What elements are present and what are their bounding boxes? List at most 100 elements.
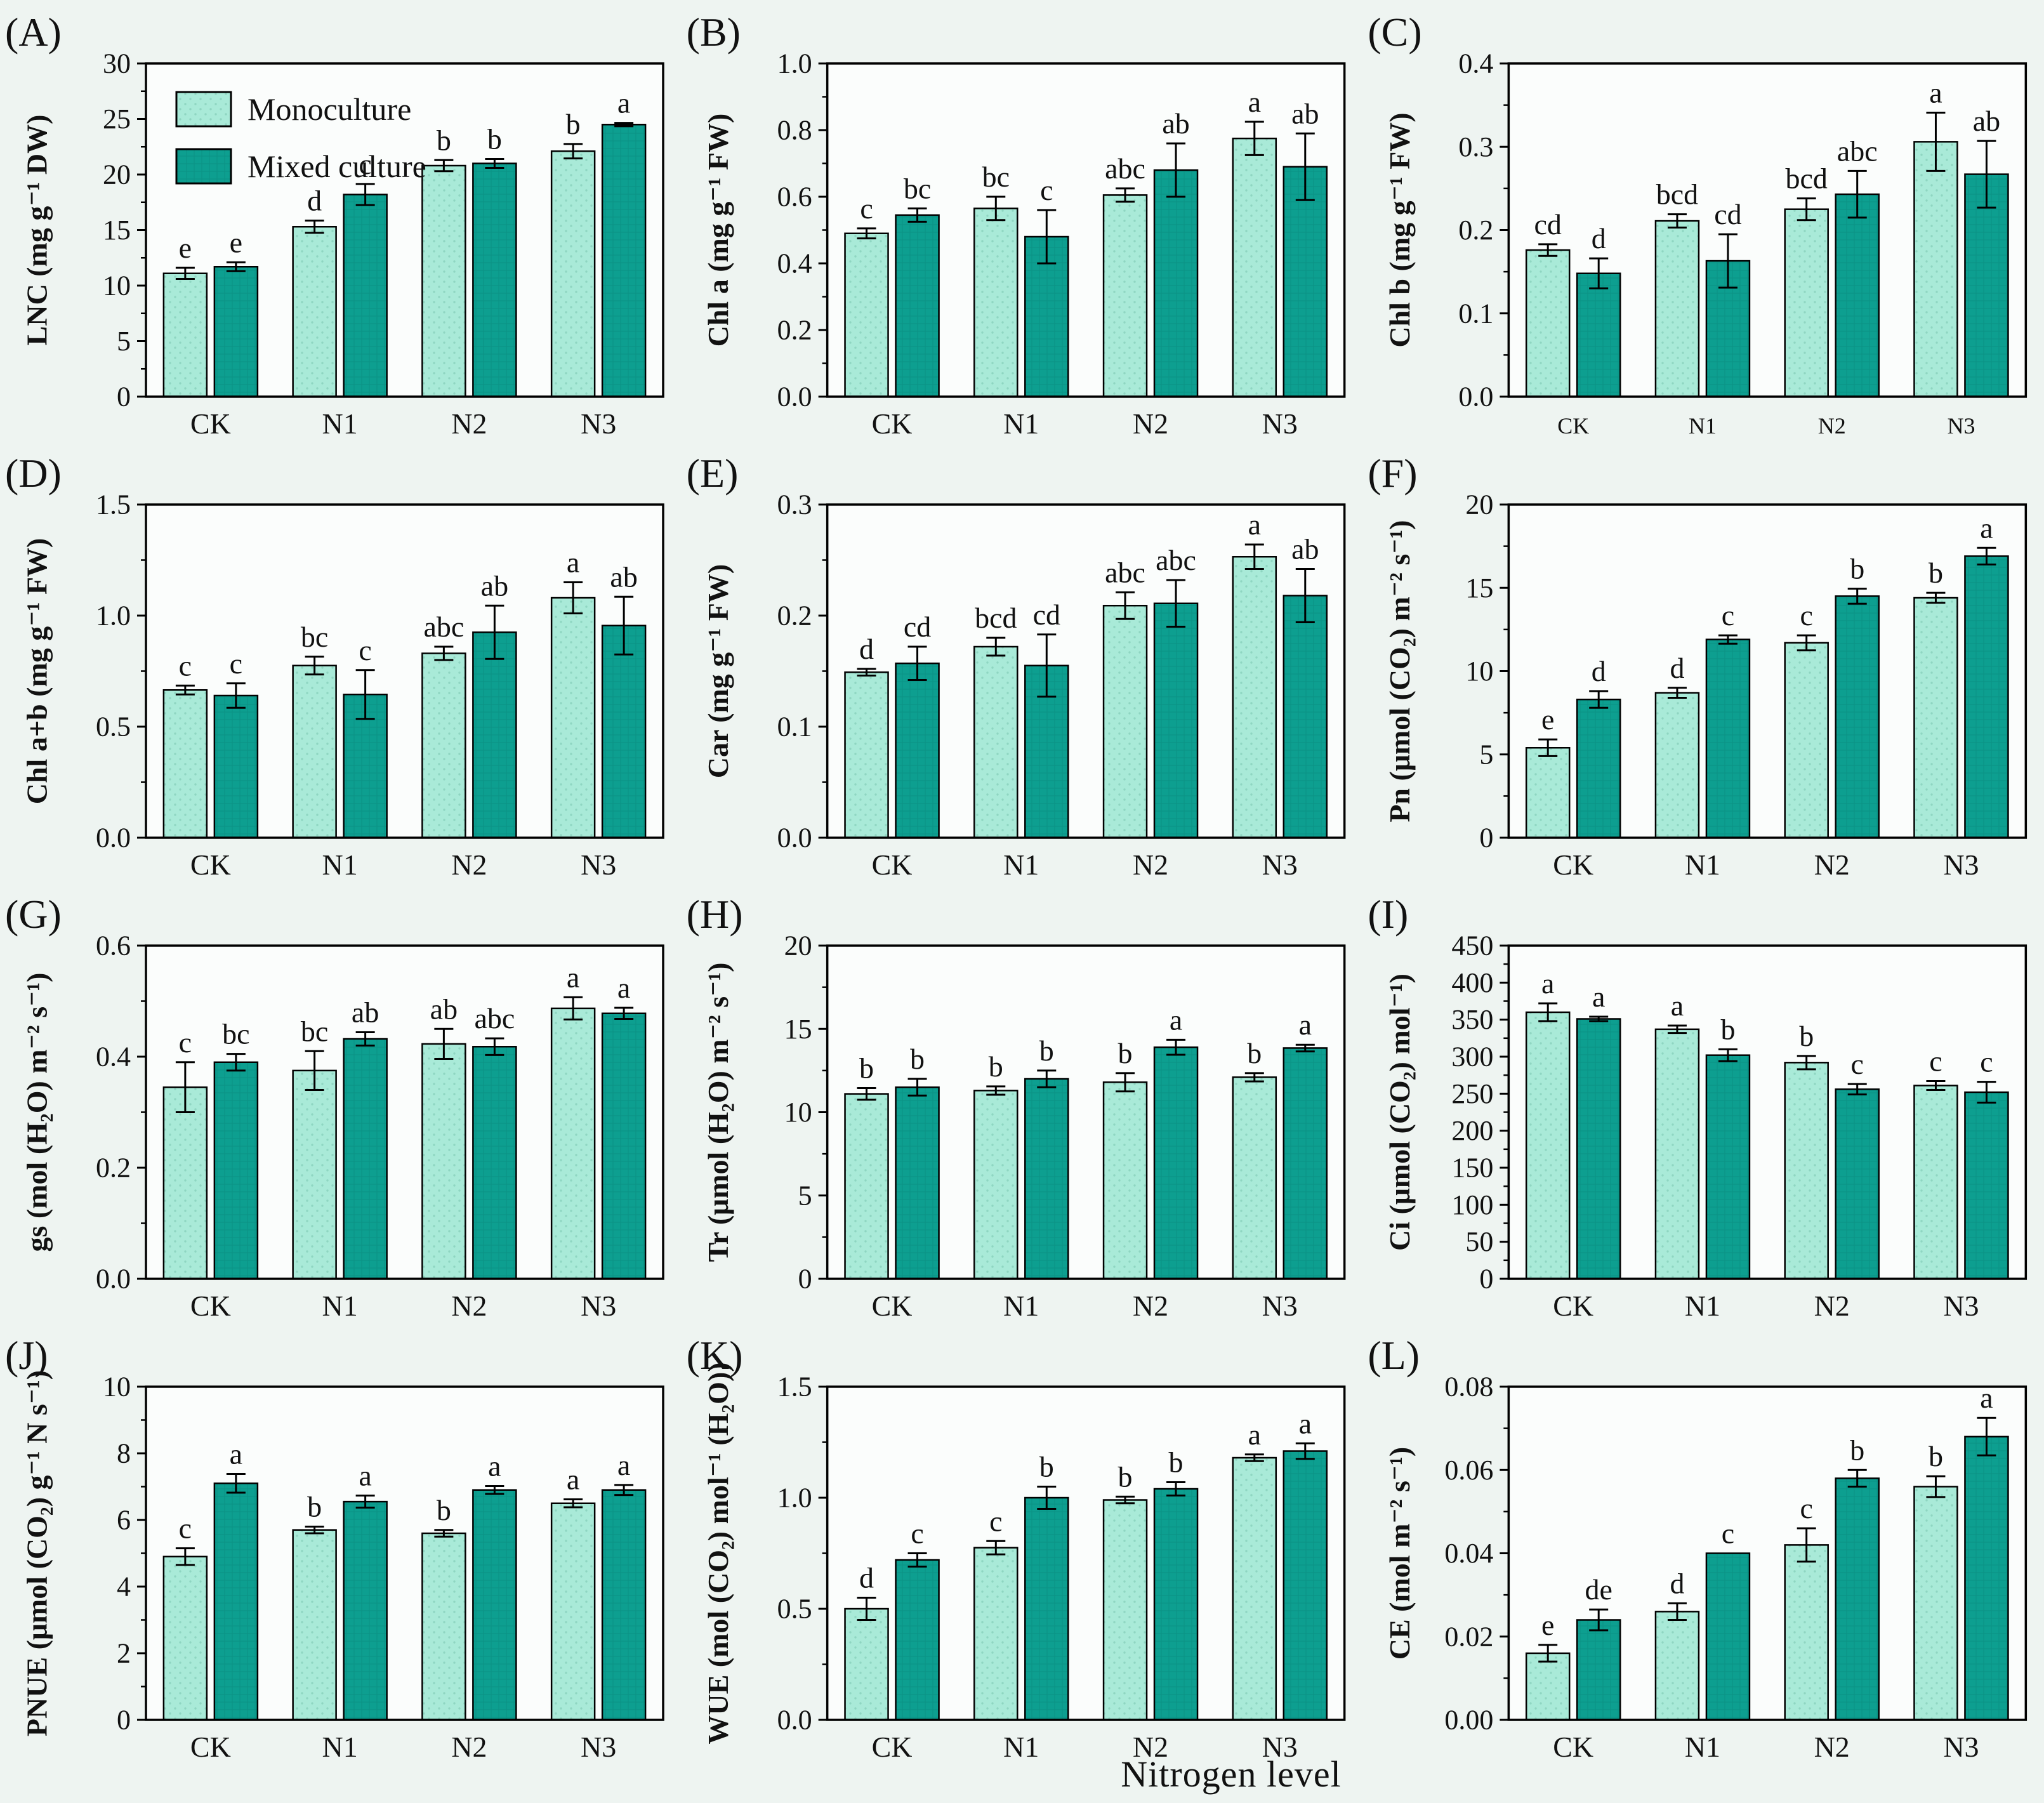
significance-letter: c: [359, 148, 371, 180]
significance-letter: cd: [1534, 208, 1561, 241]
bar-monoculture-N1: [1654, 220, 1700, 398]
significance-letter: b: [1799, 1020, 1814, 1052]
y-tick-label: 0.6: [96, 930, 131, 961]
y-axis-label: LNC (mg g⁻¹ DW): [21, 115, 53, 346]
bar-mixed-N1: [343, 1500, 388, 1721]
significance-letter: a: [1541, 967, 1554, 1000]
bar-monoculture-CK: [844, 232, 889, 398]
bar-mixed-N2: [472, 162, 517, 398]
y-tick-label: 5: [117, 326, 131, 357]
x-category-label: CK: [1557, 413, 1589, 439]
legend-label: Monoculture: [247, 91, 411, 127]
y-tick-label: 400: [1451, 967, 1493, 998]
bar-monoculture-CK: [844, 1093, 889, 1280]
y-tick-label: 10: [1465, 656, 1493, 687]
y-tick-label: 10: [103, 1371, 131, 1403]
significance-letter: b: [859, 1052, 874, 1084]
panel-letter: (K): [687, 1333, 743, 1378]
y-tick-label: 0.2: [777, 315, 812, 346]
significance-letter: bcd: [975, 602, 1017, 634]
x-category-label: N1: [1685, 849, 1720, 881]
bar-monoculture-N2: [1784, 208, 1829, 398]
significance-letter: c: [230, 647, 242, 680]
significance-letter: b: [1247, 1037, 1262, 1069]
y-tick-label: 20: [784, 930, 812, 961]
significance-letter: a: [617, 87, 630, 119]
y-axis-label: CE (mol m⁻² s⁻¹): [1383, 1447, 1416, 1660]
x-category-label: N2: [451, 407, 487, 440]
significance-letter: c: [1800, 599, 1812, 631]
y-tick-label: 0.0: [1458, 381, 1493, 413]
x-category-label: CK: [1553, 1731, 1593, 1763]
x-category-label: CK: [872, 1731, 913, 1763]
x-category-label: N3: [1262, 1731, 1298, 1763]
significance-letter: a: [567, 1463, 579, 1495]
significance-letter: a: [488, 1450, 501, 1482]
bar-mixed-N2: [1835, 193, 1880, 398]
significance-letter: b: [1039, 1034, 1054, 1067]
significance-letter: e: [179, 232, 192, 264]
bar-mixed-N2: [1153, 1046, 1199, 1280]
significance-letter: ab: [1162, 107, 1189, 140]
bar-monoculture-N1: [292, 1069, 337, 1280]
bar-monoculture-N2: [1102, 605, 1148, 839]
bar-mixed-N3: [601, 624, 647, 839]
significance-letter: b: [910, 1043, 925, 1075]
y-axis-label: Chl a+b (mg g⁻¹ FW): [21, 538, 53, 805]
bar-mixed-N3: [1964, 1436, 2009, 1721]
bar-monoculture-N3: [1232, 556, 1277, 839]
significance-letter: a: [230, 1438, 242, 1470]
y-axis-label: Car (mg g⁻¹ FW): [702, 564, 734, 778]
significance-letter: d: [859, 633, 874, 665]
bar-mixed-N3: [1964, 555, 2009, 839]
panel-letter: (B): [687, 10, 741, 55]
y-tick-label: 20: [1465, 489, 1493, 520]
y-tick-label: 0: [117, 1705, 131, 1736]
bar-mixed-N2: [472, 1046, 517, 1280]
significance-letter: b: [1118, 1460, 1133, 1493]
x-category-label: N3: [581, 849, 616, 881]
x-category-label: N3: [1947, 413, 1975, 439]
x-category-label: N2: [1814, 1290, 1850, 1322]
bar-monoculture-N1: [973, 1090, 1019, 1280]
significance-letter: a: [1980, 1382, 1993, 1414]
significance-letter: b: [1039, 1451, 1054, 1483]
panel-C: 0.00.10.20.30.4cd dCKbcdcdN1bcdabcN2aabN3…: [1368, 10, 2028, 439]
y-tick-label: 0.8: [777, 115, 812, 146]
bar-mixed-N2: [1835, 1477, 1880, 1721]
y-tick-label: 0: [1479, 822, 1493, 854]
panel-letter: (D): [5, 451, 62, 496]
plot-frame: [1507, 503, 2028, 839]
plot-frame: [826, 944, 1346, 1280]
x-category-label: N1: [1689, 413, 1717, 439]
panel-letter: (A): [5, 10, 62, 55]
panel-I: 0 50 100 150 200 250 300 350 400 450 a a CK a b N1 b c N2 c…: [1368, 892, 2028, 1322]
significance-letter: a: [617, 972, 630, 1004]
bar-monoculture-N1: [1654, 1611, 1700, 1721]
y-axis-label: Pn (μmol (CO₂) m⁻² s⁻¹): [1383, 520, 1416, 822]
x-category-label: N3: [1943, 1731, 1979, 1763]
bar-mixed-CK: [895, 663, 940, 839]
bar-monoculture-N2: [1784, 642, 1829, 839]
x-axis-title: Nitrogen level: [1121, 1753, 1342, 1795]
bar-mixed-N2: [1835, 1088, 1880, 1280]
bar-mixed-CK: [895, 1559, 940, 1721]
bar-mixed-N2: [1153, 169, 1199, 398]
significance-letter: c: [179, 1026, 192, 1059]
y-tick-label: 1.5: [777, 1371, 812, 1403]
x-category-label: N3: [581, 407, 616, 440]
x-category-label: CK: [190, 1731, 231, 1763]
plot-frame: [145, 62, 664, 398]
significance-letter: abc: [423, 611, 464, 643]
significance-letter: a: [567, 546, 579, 579]
significance-letter: b: [1929, 557, 1943, 589]
significance-letter: e: [230, 226, 242, 258]
significance-letter: abc: [474, 1002, 515, 1034]
x-category-label: N1: [1685, 1290, 1720, 1322]
bar-mixed-CK: [213, 266, 259, 398]
x-category-label: N3: [1943, 849, 1979, 881]
x-category-label: CK: [190, 849, 231, 881]
y-tick-label: 1.0: [777, 48, 812, 79]
bar-monoculture-N3: [1913, 141, 1958, 398]
significance-letter: c: [911, 1517, 923, 1550]
